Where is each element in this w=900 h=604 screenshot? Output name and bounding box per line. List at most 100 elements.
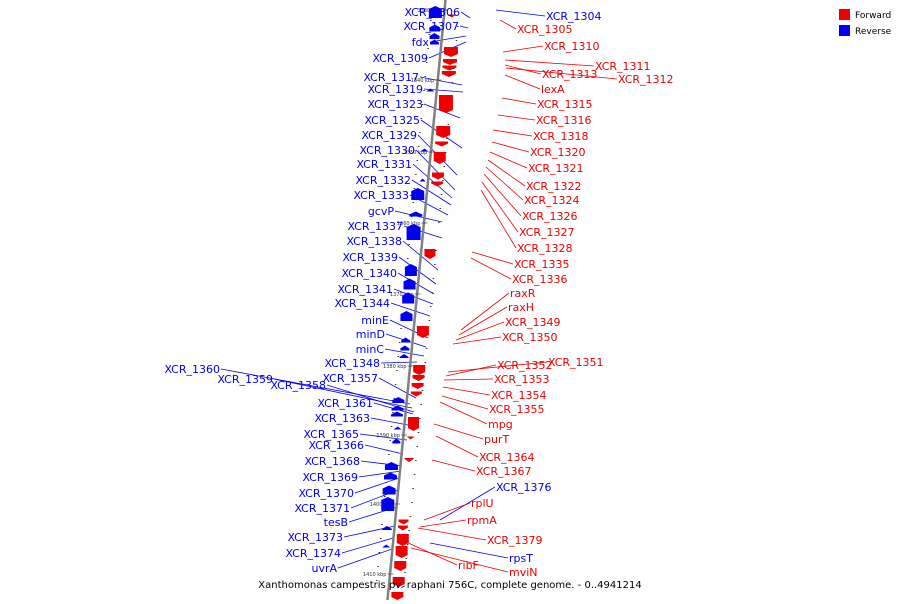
- gene-forward[interactable]: [442, 65, 457, 71]
- gene-label-forward[interactable]: XCR_1312: [618, 73, 674, 86]
- gene-forward[interactable]: [441, 71, 456, 77]
- gene-label-forward[interactable]: ribF: [458, 559, 479, 572]
- gene-label-forward[interactable]: XCR_1320: [530, 146, 586, 159]
- gene-label-reverse[interactable]: fdx: [412, 36, 430, 49]
- gene-label-reverse[interactable]: XCR_1357: [322, 372, 378, 385]
- gene-reverse[interactable]: [393, 426, 402, 430]
- gene-reverse[interactable]: [404, 264, 417, 276]
- gene-reverse[interactable]: [420, 148, 429, 152]
- gene-forward[interactable]: [394, 561, 407, 571]
- gene-label-reverse[interactable]: XCR_1329: [361, 129, 417, 142]
- gene-reverse[interactable]: [411, 188, 425, 200]
- gene-reverse[interactable]: [392, 397, 405, 403]
- gene-reverse[interactable]: [399, 354, 409, 358]
- gene-reverse[interactable]: [419, 178, 426, 182]
- gene-label-reverse[interactable]: XCR_1304: [546, 10, 602, 23]
- gene-label-forward[interactable]: rplU: [471, 497, 494, 510]
- gene-label-reverse[interactable]: XCR_1344: [334, 297, 390, 310]
- gene-forward[interactable]: [447, 14, 457, 18]
- gene-label-forward[interactable]: XCR_1324: [524, 194, 580, 207]
- gene-label-reverse[interactable]: XCR_1365: [303, 428, 359, 441]
- gene-forward[interactable]: [443, 59, 458, 65]
- gene-reverse[interactable]: [429, 39, 439, 45]
- gene-forward[interactable]: [406, 436, 415, 440]
- gene-reverse[interactable]: [400, 311, 413, 321]
- gene-label-forward[interactable]: XCR_1316: [536, 114, 592, 127]
- gene-reverse[interactable]: [429, 24, 441, 32]
- gene-forward[interactable]: [435, 141, 449, 147]
- gene-label-reverse[interactable]: XCR_1359: [217, 373, 273, 386]
- gene-label-forward[interactable]: XCR_1318: [533, 130, 589, 143]
- gene-label-reverse[interactable]: XCR_1333: [353, 189, 409, 202]
- gene-label-forward[interactable]: mviN: [509, 566, 538, 579]
- gene-reverse[interactable]: [409, 211, 423, 217]
- gene-label-forward[interactable]: XCR_1335: [514, 258, 570, 271]
- gene-reverse[interactable]: [429, 33, 440, 39]
- gene-reverse[interactable]: [406, 224, 421, 240]
- gene-label-forward[interactable]: purT: [484, 433, 509, 446]
- gene-label-forward[interactable]: raxH: [508, 301, 534, 314]
- gene-label-forward[interactable]: XCR_1311: [595, 60, 651, 73]
- gene-reverse[interactable]: [381, 497, 395, 511]
- gene-label-forward[interactable]: XCR_1350: [502, 331, 558, 344]
- gene-forward[interactable]: [395, 546, 408, 558]
- gene-label-forward[interactable]: XCR_1313: [542, 68, 598, 81]
- gene-forward[interactable]: [411, 383, 424, 389]
- gene-forward[interactable]: [410, 391, 422, 397]
- gene-label-forward[interactable]: XCR_1305: [517, 23, 573, 36]
- gene-forward[interactable]: [391, 592, 404, 600]
- gene-label-reverse[interactable]: XCR_1358: [270, 379, 326, 392]
- gene-forward[interactable]: [431, 172, 444, 180]
- gene-forward[interactable]: [424, 249, 436, 259]
- gene-label-forward[interactable]: lexA: [541, 83, 565, 96]
- gene-label-forward[interactable]: XCR_1379: [487, 534, 543, 547]
- gene-label-forward[interactable]: XCR_1327: [519, 226, 575, 239]
- gene-label-forward[interactable]: XCR_1315: [537, 98, 593, 111]
- gene-reverse[interactable]: [382, 485, 396, 495]
- gene-label-reverse[interactable]: XCR_1317: [363, 71, 419, 84]
- gene-reverse[interactable]: [381, 526, 392, 530]
- gene-label-reverse[interactable]: XCR_1370: [298, 487, 354, 500]
- gene-label-reverse[interactable]: XCR_1306: [404, 6, 460, 19]
- gene-label-reverse[interactable]: XCR_1307: [403, 20, 459, 33]
- gene-label-reverse[interactable]: XCR_1363: [314, 412, 370, 425]
- gene-label-reverse[interactable]: XCR_1332: [355, 174, 411, 187]
- gene-forward[interactable]: [413, 365, 426, 375]
- gene-label-reverse[interactable]: XCR_1330: [359, 144, 415, 157]
- gene-label-reverse[interactable]: uvrA: [311, 562, 337, 575]
- gene-label-forward[interactable]: XCR_1354: [491, 389, 547, 402]
- gene-label-forward[interactable]: XCR_1336: [512, 273, 568, 286]
- gene-label-reverse[interactable]: minC: [356, 343, 385, 356]
- gene-label-reverse[interactable]: XCR_1341: [337, 283, 393, 296]
- gene-reverse[interactable]: [384, 462, 398, 470]
- gene-reverse[interactable]: [391, 405, 404, 411]
- gene-reverse[interactable]: [392, 438, 401, 444]
- gene-label-reverse[interactable]: XCR_1366: [308, 439, 364, 452]
- gene-label-reverse[interactable]: XCR_1368: [304, 455, 360, 468]
- gene-forward[interactable]: [404, 458, 414, 462]
- gene-reverse[interactable]: [401, 337, 411, 343]
- gene-label-reverse[interactable]: minD: [356, 328, 385, 341]
- gene-reverse[interactable]: [428, 6, 442, 18]
- gene-label-reverse[interactable]: XCR_1373: [287, 531, 343, 544]
- gene-label-forward[interactable]: XCR_1310: [544, 40, 600, 53]
- gene-label-reverse[interactable]: minE: [361, 314, 389, 327]
- gene-label-reverse[interactable]: XCR_1374: [285, 547, 341, 560]
- gene-forward[interactable]: [436, 126, 451, 138]
- gene-reverse[interactable]: [390, 411, 403, 417]
- gene-label-forward[interactable]: XCR_1364: [479, 451, 535, 464]
- gene-label-forward[interactable]: XCR_1353: [494, 373, 550, 386]
- gene-label-reverse[interactable]: XCR_1323: [367, 98, 423, 111]
- gene-label-forward[interactable]: XCR_1321: [528, 162, 584, 175]
- gene-label-forward[interactable]: XCR_1322: [526, 180, 582, 193]
- gene-forward[interactable]: [431, 181, 444, 187]
- gene-label-reverse[interactable]: XCR_1361: [317, 397, 373, 410]
- gene-label-reverse[interactable]: XCR_1331: [356, 158, 412, 171]
- gene-label-reverse[interactable]: XCR_1309: [372, 52, 428, 65]
- gene-reverse[interactable]: [383, 472, 397, 480]
- gene-forward[interactable]: [392, 577, 405, 587]
- gene-label-reverse[interactable]: gcvP: [368, 205, 395, 218]
- gene-label-reverse[interactable]: XCR_1369: [302, 471, 358, 484]
- gene-forward[interactable]: [407, 417, 419, 431]
- gene-label-reverse[interactable]: XCR_1339: [342, 251, 398, 264]
